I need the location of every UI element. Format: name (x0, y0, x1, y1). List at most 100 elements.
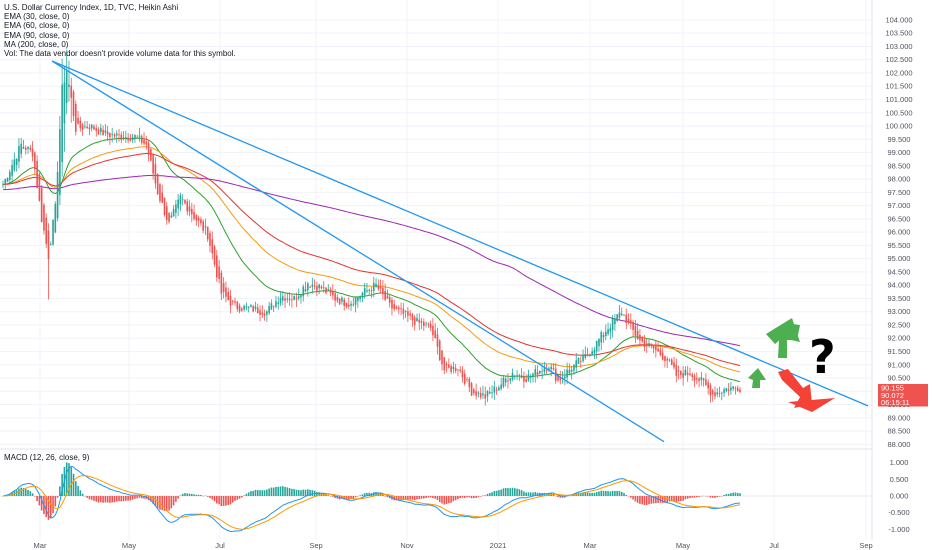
candle-body (256, 307, 259, 314)
price-tick-label: 89.000 (888, 413, 911, 422)
candle-body (147, 143, 150, 155)
macd-histogram-bar (514, 488, 516, 496)
macd-histogram-bar (275, 486, 277, 496)
question-mark: ? (809, 330, 836, 384)
time-axis[interactable]: Mar May Jul Sep Nov 2021 Mar May Jul Sep (34, 541, 873, 550)
candle-body (534, 369, 537, 376)
candle-body (575, 360, 578, 368)
macd-histogram-bar (138, 496, 141, 498)
macd-histogram-bar (438, 496, 441, 503)
candle-body (582, 354, 584, 362)
price-tick-label: 95.000 (888, 254, 911, 263)
candle-body (702, 378, 705, 381)
candle-body (416, 317, 418, 322)
price-tick-label: 100.000 (885, 122, 912, 131)
candle-body (629, 320, 632, 324)
macd-histogram-bar (368, 492, 371, 496)
macd-histogram-bar (120, 496, 123, 502)
candle-body (272, 306, 275, 308)
macd-histogram-bar (477, 496, 480, 497)
macd-histogram-bar (418, 496, 421, 499)
macd-histogram-bar (502, 488, 505, 496)
macd-histogram-bar (525, 492, 527, 496)
macd-histogram-bar (104, 496, 107, 503)
candle-body (732, 386, 734, 389)
candle-body (473, 389, 475, 394)
macd-axis[interactable]: 1.000 0.500 0.000 -0.500 -1.000 (888, 458, 909, 534)
candle-body (156, 173, 159, 195)
candle-body (295, 297, 298, 300)
candle-body (614, 318, 616, 325)
macd-histogram-bar (170, 496, 173, 509)
candle-body (493, 386, 496, 393)
candle-body (598, 338, 600, 347)
macd-histogram-bar (723, 495, 725, 496)
candle-body (122, 137, 125, 140)
macd-histogram-bar (670, 496, 673, 502)
macd-histogram-bar (618, 491, 621, 496)
macd-histogram-bar (277, 486, 280, 496)
candle-body (170, 215, 173, 218)
candle-body (352, 304, 355, 306)
macd-histogram-bar (582, 492, 584, 496)
candle-body (293, 295, 295, 300)
macd-histogram-bar (686, 496, 689, 499)
macd-histogram-bar (625, 494, 628, 496)
candle-body (407, 311, 409, 316)
macd-histogram-bar (140, 496, 143, 499)
candle-body (197, 217, 200, 221)
macd-histogram-bar (97, 496, 100, 503)
candle-body (288, 299, 291, 301)
macd-histogram-bar (561, 496, 564, 498)
time-tick-label: Sep (859, 541, 872, 550)
lower-trendline (51, 60, 665, 443)
price-tick-label: 93.000 (888, 307, 911, 316)
macd-histogram-bar (445, 496, 448, 504)
candle-body (279, 297, 282, 304)
candle-body (657, 348, 659, 352)
macd-histogram-bar (564, 496, 566, 498)
price-tick-label: 102.000 (885, 68, 912, 77)
chart-legend: U.S. Dollar Currency Index, 1D, TVC, Hei… (4, 3, 236, 58)
macd-histogram-bar (243, 495, 245, 496)
macd-histogram-bar (268, 488, 270, 496)
macd-histogram-bar (486, 493, 489, 496)
price-axis[interactable]: 104.000 103.500 103.000 102.500 102.000 101.5… (885, 15, 912, 448)
candle-body (723, 389, 725, 393)
signal-line (2, 475, 741, 530)
macd-histogram-bar (623, 492, 625, 496)
price-tick-label: 96.500 (888, 214, 911, 223)
price-tick-label: 99.000 (888, 148, 911, 157)
candle-body (413, 317, 416, 325)
macd-histogram-bar (181, 493, 184, 496)
macd-histogram-bar (195, 494, 198, 496)
candle-body (441, 350, 443, 365)
candle-body (529, 375, 532, 378)
macd-histogram-bar (352, 496, 355, 499)
macd-histogram-bar (448, 496, 450, 504)
candle-body (284, 298, 286, 301)
macd-histogram-bar (74, 481, 77, 496)
price-tick-label: 98.000 (888, 175, 911, 184)
candle-body (345, 302, 348, 307)
candle-body (261, 312, 264, 315)
candle-body (320, 286, 323, 289)
candle-body (457, 369, 459, 371)
macd-histogram-bar (131, 496, 134, 500)
candle-body (168, 213, 170, 222)
candle-body (195, 215, 198, 221)
candle-body (316, 285, 318, 291)
candle-body (395, 306, 398, 309)
candle-body (350, 303, 352, 306)
macd-histogram-bar (659, 496, 662, 503)
macd-histogram-bar (684, 496, 687, 500)
candle-body (707, 382, 709, 389)
candle-body (368, 289, 371, 291)
candle-body (184, 199, 186, 204)
candle-body (682, 372, 684, 378)
price-tick-label: 100.500 (885, 108, 912, 117)
down-arrow-icon (778, 369, 812, 408)
macd-histogram-bar (231, 496, 234, 503)
macd-histogram-bar (598, 491, 600, 496)
